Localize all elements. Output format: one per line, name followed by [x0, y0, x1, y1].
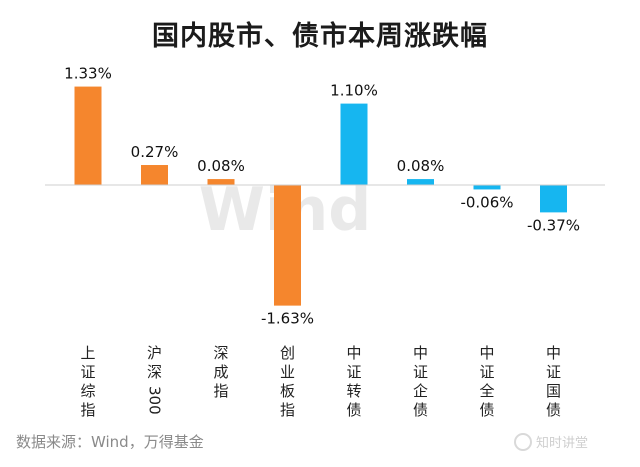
data-source-note: 数据来源：Wind，万得基金: [16, 433, 204, 451]
circle-logo-icon: [514, 432, 532, 451]
data-label-6: 0.08%: [397, 157, 445, 175]
category-label-4: 创业板指: [280, 344, 295, 419]
bar-2: [141, 165, 168, 185]
data-label-2: 0.27%: [131, 143, 179, 161]
bars-group: [74, 86, 567, 306]
category-label-1: 上证综指: [80, 344, 95, 419]
chart-title: 国内股市、债市本周涨跌幅: [152, 21, 488, 52]
category-label-2: 沪深: [147, 344, 162, 381]
bar-3: [207, 179, 235, 185]
bar-8: [540, 185, 567, 213]
data-label-4: -1.63%: [261, 310, 314, 328]
brand-watermark: 知时讲堂: [514, 432, 588, 451]
data-label-3: 0.08%: [197, 157, 245, 175]
category-label-6: 中证企债: [413, 344, 428, 419]
data-label-8: -0.37%: [527, 216, 580, 234]
data-labels-group: 1.33% 0.27% 0.08% -1.63% 1.10% 0.08% -0.06% -0.…: [64, 65, 580, 328]
category-label-8: 中证国债: [546, 344, 561, 419]
bar-6: [407, 179, 434, 185]
category-label-5: 中证转债: [346, 344, 361, 419]
bar-5: [340, 103, 368, 185]
brand-text: 知时讲堂: [536, 436, 589, 451]
data-label-5: 1.10%: [330, 82, 378, 100]
category-labels-group: 上证综指 300 沪深 深成指 创业板指 中证转债 中证企债 中证全债 中证国债: [80, 344, 561, 419]
category-label-7: 中证全债: [479, 344, 494, 419]
data-label-1: 1.33%: [64, 65, 112, 83]
category-label-3: 深成指: [213, 344, 228, 400]
bar-7: [473, 185, 501, 190]
bar-1: [74, 86, 102, 185]
data-label-7: -0.06%: [460, 193, 513, 211]
category-label-2-digits: 300: [146, 386, 164, 415]
bar-4: [274, 185, 301, 306]
